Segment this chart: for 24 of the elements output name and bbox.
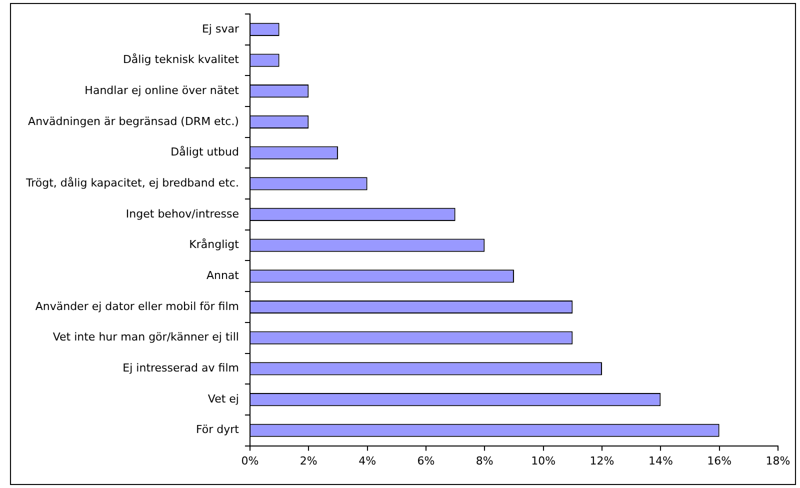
y-tick-label: Vet ej xyxy=(208,392,239,406)
x-tick-label: 12% xyxy=(590,454,614,468)
x-tick-label: 4% xyxy=(358,454,376,468)
y-tick-label: Trögt, dålig kapacitet, ej bredband etc. xyxy=(24,176,239,190)
x-tick-label: 10% xyxy=(531,454,556,468)
x-tick-label: 2% xyxy=(300,454,318,468)
y-tick-label: Använder ej dator eller mobil för film xyxy=(35,300,239,313)
y-tick-label: Dåligt utbud xyxy=(170,146,239,159)
x-tick-label: 14% xyxy=(648,454,673,468)
x-tick-label: 18% xyxy=(766,454,790,468)
y-tick-label: Handlar ej online över nätet xyxy=(84,84,240,97)
y-tick-label: Dålig teknisk kvalitet xyxy=(122,53,240,66)
y-tick-label: Ej svar xyxy=(202,22,240,36)
y-tick-label: Vet inte hur man gör/känner ej till xyxy=(52,330,239,344)
y-tick-label: Ej intresserad av film xyxy=(122,362,239,375)
x-tick-label: 0% xyxy=(241,454,259,468)
x-tick-label: 16% xyxy=(707,454,732,468)
x-tick-label: 6% xyxy=(417,454,435,468)
y-tick-label: Krångligt xyxy=(189,238,240,252)
y-tick-label: Inget behov/intresse xyxy=(126,207,240,220)
x-tick-label: 8% xyxy=(476,454,494,468)
y-tick-label: Annat xyxy=(206,269,240,282)
y-tick-label: Anvädningen är begränsad (DRM etc.) xyxy=(28,114,239,128)
y-tick-label: För dyrt xyxy=(196,423,240,436)
